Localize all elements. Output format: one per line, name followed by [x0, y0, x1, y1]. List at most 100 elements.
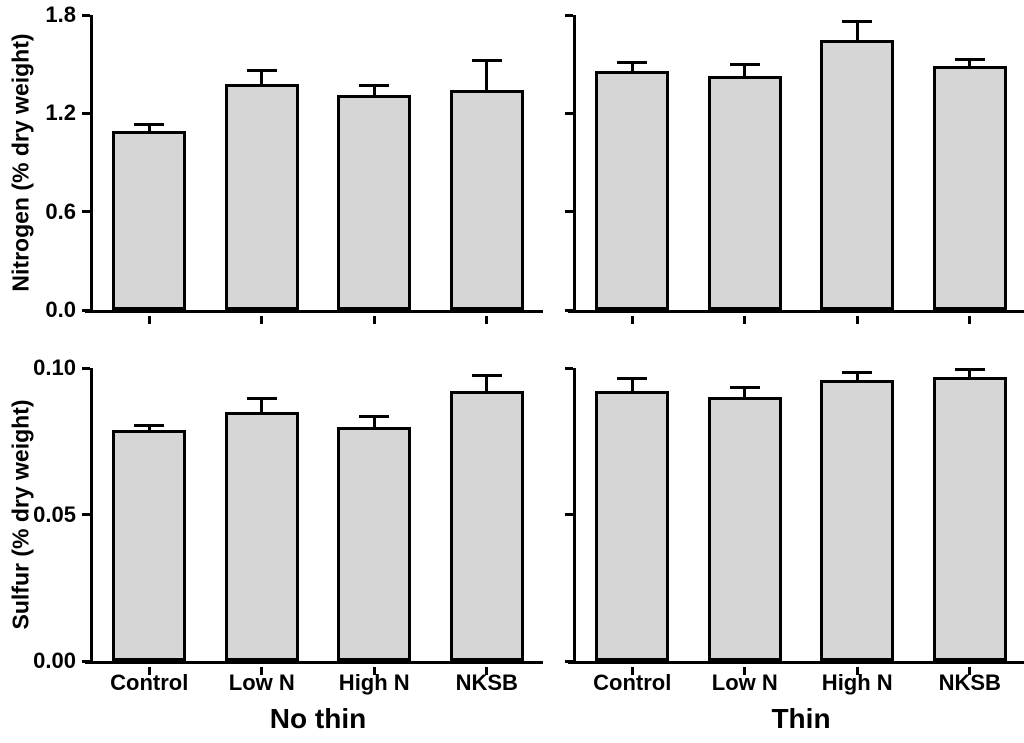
panel-nitrogen-no-thin: 0.0 0.6 1.2 1.8 Nitrogen (% dry weight) [8, 4, 543, 324]
x-axis-tick [147, 316, 151, 324]
error-bar-high-n [372, 83, 376, 97]
error-bar-cap-low-n [729, 385, 760, 389]
error-bar-cap-low-n [729, 62, 760, 66]
category-label-nksb: NKSB [938, 670, 1001, 695]
bar-control [112, 131, 187, 310]
error-bar-control [630, 60, 634, 72]
y-axis-tick [565, 210, 573, 214]
group-title: Thin [771, 703, 831, 734]
error-bar-cap-high-n [842, 19, 873, 23]
error-bar-high-n [855, 370, 859, 381]
bar-low-n [707, 75, 782, 310]
y-axis-tick-label: 0.05 [33, 501, 76, 527]
y-axis-tick-label: 0.0 [45, 297, 76, 322]
error-bar-control [630, 376, 634, 393]
y-axis-tick-label: 1.8 [45, 2, 76, 27]
bar-low-n [224, 411, 299, 661]
category-label-nksb: NKSB [455, 670, 518, 695]
error-bar-nksb [485, 59, 489, 92]
x-axis-tick [147, 667, 151, 675]
error-bar-cap-nksb [471, 373, 502, 377]
category-label-low-n: Low N [711, 670, 778, 695]
error-bar-cap-high-n [842, 370, 873, 374]
y-axis-tick [82, 13, 90, 17]
bar-nksb [932, 376, 1007, 661]
y-axis-tick-label: 0.6 [45, 198, 76, 224]
category-label-low-n: Low N [228, 670, 295, 695]
category-label-control: Control [593, 670, 672, 695]
y-axis-tick [565, 13, 573, 17]
x-axis-tick [372, 667, 376, 675]
error-bar-nksb [968, 57, 972, 67]
panel-sulfur-no-thin: 0.00 0.05 0.10 Control Low N High N NKSB Sulfur… [8, 357, 543, 733]
bar-high-n [820, 39, 895, 310]
error-bar-cap-nksb [954, 368, 985, 371]
error-bar-high-n [372, 414, 376, 428]
x-axis-tick [855, 667, 859, 675]
x-axis-tick [630, 316, 634, 324]
error-bar-high-n [855, 19, 859, 41]
bar-nksb [449, 391, 524, 661]
error-bar-cap-control [134, 123, 165, 127]
error-bar-low-n [743, 385, 747, 399]
bar-low-n [707, 397, 782, 661]
axis-extension [85, 310, 93, 313]
y-axis-title-text: Sulfur (% dry weight) [7, 399, 34, 630]
x-axis-tick [372, 316, 376, 324]
error-bar-low-n [260, 69, 264, 85]
x-axis-tick [485, 316, 489, 324]
bar-high-n [337, 426, 412, 661]
bar-nksb [449, 90, 524, 310]
error-bar-low-n [743, 62, 747, 77]
x-axis-tick [743, 667, 747, 675]
x-axis-tick [968, 316, 972, 324]
panel-nitrogen-thin [565, 13, 1024, 324]
x-axis-tick [260, 667, 264, 675]
axis-extension [568, 310, 576, 313]
y-axis-tick-label: 1.2 [45, 100, 76, 126]
error-bar-cap-nksb [954, 57, 985, 61]
y-axis-tick [565, 366, 573, 370]
axis-extension [568, 661, 576, 664]
x-axis-tick [260, 316, 264, 324]
y-axis-tick-label: 0.00 [33, 648, 76, 673]
y-axis-tick [82, 366, 90, 370]
bar-high-n [820, 379, 895, 661]
error-bar-nksb [485, 373, 489, 393]
bar-nksb [932, 65, 1007, 310]
category-label-high-n: High N [821, 670, 893, 695]
error-bar-low-n [260, 397, 264, 413]
y-axis-tick-label: 0.10 [33, 355, 76, 380]
error-bar-cap-nksb [471, 59, 502, 63]
error-bar-cap-high-n [359, 414, 390, 418]
bar-control [595, 391, 670, 661]
x-axis-tick [855, 316, 859, 324]
error-bar-cap-high-n [359, 83, 390, 87]
error-bar-control [147, 423, 151, 431]
y-axis-title: Nitrogen (% dry weight) [3, 15, 39, 310]
y-axis-tick [82, 111, 90, 115]
error-bar-cap-control [617, 376, 648, 380]
error-bar-control [147, 123, 151, 133]
error-bar-cap-low-n [246, 69, 277, 73]
group-title: No thin [269, 703, 367, 734]
axis-extension [85, 661, 93, 664]
y-axis-tick [82, 513, 90, 516]
bar-low-n [224, 83, 299, 310]
category-label-control: Control [110, 670, 189, 695]
category-label-high-n: High N [338, 670, 410, 695]
x-axis-tick [630, 667, 634, 675]
y-axis-tick [565, 111, 573, 115]
x-axis-tick [968, 667, 972, 675]
error-bar-nksb [968, 368, 972, 378]
panel-sulfur-thin: Control Low N High N NKSB Thin [565, 366, 1024, 733]
x-axis-tick [485, 667, 489, 675]
y-axis-title-text: Nitrogen (% dry weight) [7, 33, 34, 292]
y-axis-tick [82, 210, 90, 214]
y-axis-title: Sulfur (% dry weight) [3, 368, 39, 661]
error-bar-cap-control [617, 60, 648, 64]
error-bar-cap-low-n [246, 397, 277, 401]
bar-control [595, 70, 670, 310]
x-axis-tick [743, 316, 747, 324]
